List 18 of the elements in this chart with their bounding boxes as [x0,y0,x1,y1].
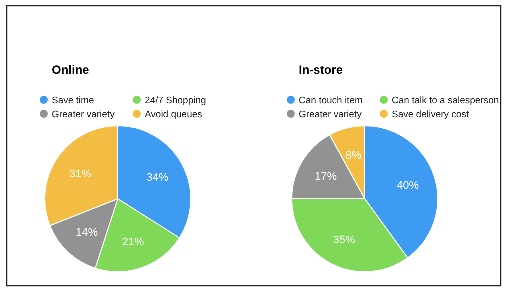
legend-label: Can touch item [299,96,363,106]
data-label: 40% [397,180,420,192]
data-label: 8% [346,150,362,162]
legend-label: Greater variety [52,110,116,120]
legend-label: 24/7 Shopping [145,96,206,106]
data-label: 35% [333,234,356,246]
legend-label: Save delivery cost [392,110,470,120]
data-label: 21% [122,236,145,249]
data-label: 34% [146,172,169,184]
data-label: 14% [76,226,98,239]
legend-label: Greater variety [299,110,362,120]
legend-label: Can talk to a salesperson [392,96,500,106]
chart-title: Online [52,63,90,77]
data-label: 17% [315,170,338,183]
chart-title: In-store [299,63,344,77]
legend-label: Avoid queues [145,110,203,120]
data-label: 31% [70,168,92,181]
legend-label: Save time [52,96,94,106]
